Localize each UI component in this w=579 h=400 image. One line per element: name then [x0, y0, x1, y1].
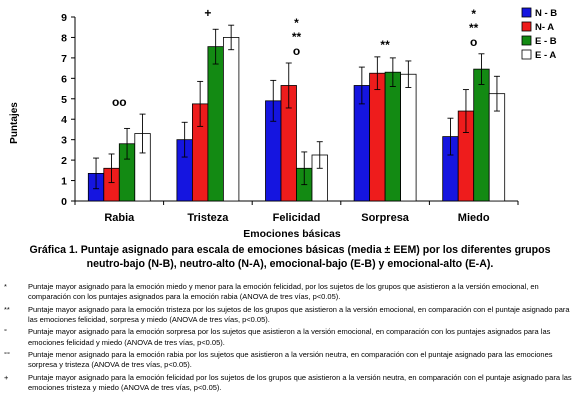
x-tick-label: Miedo: [458, 212, 490, 224]
footnote-text: Puntaje mayor asignado para la emoción s…: [28, 327, 551, 347]
bar: [473, 68, 490, 202]
legend-swatch: [521, 49, 532, 60]
footnote-symbol: *: [4, 282, 7, 291]
bar: [222, 37, 240, 202]
y-tick-label: 5: [61, 94, 67, 106]
x-axis-label: Emociones básicas: [243, 228, 341, 240]
legend-label: N - B: [535, 8, 557, 19]
y-tick-label: 1: [61, 176, 67, 188]
bar: [384, 71, 402, 202]
footnote-text: Puntaje mayor asignado para la emoción f…: [28, 372, 572, 393]
bar: [400, 73, 417, 202]
significance-marker: *: [294, 16, 299, 30]
x-tick-label: Sorpresa: [361, 212, 410, 224]
y-axis-label: Puntajes: [9, 102, 20, 144]
footnote-text: Puntaje mayor asignado para la emoción t…: [28, 304, 570, 324]
x-tick-label: Tristeza: [187, 212, 229, 224]
y-tick-label: 4: [61, 114, 67, 126]
legend-label: E - B: [535, 36, 557, 47]
y-tick-label: 7: [61, 53, 67, 65]
bar-chart: 0 1 2 3 4 5 6 7 8 9 Rabia Tristeza Felicidad Sorpresa…: [9, 6, 557, 240]
x-tick-label: Felicidad: [273, 212, 321, 224]
footnote-symbol: °: [4, 327, 7, 337]
y-tick-label: 2: [61, 155, 67, 167]
y-tick-label: 9: [61, 12, 67, 24]
significance-marker: **: [380, 38, 390, 52]
footnotes: * Puntaje mayor asignado para la emoción…: [4, 282, 572, 396]
footnote-symbol: °°: [4, 350, 10, 360]
legend-label: E - A: [535, 50, 556, 61]
significance-marker: o: [470, 35, 477, 49]
legend-label: N- A: [535, 22, 554, 33]
chart-annotations: oo+***o *****o: [112, 6, 479, 109]
y-tick-label: 3: [61, 135, 67, 147]
significance-marker: oo: [112, 95, 127, 109]
footnote-text: Puntaje menor asignado para la emoción r…: [28, 350, 553, 370]
significance-marker: **: [292, 30, 302, 44]
footnote: + Puntaje mayor asignado para la emoción…: [4, 373, 572, 393]
significance-marker: **: [469, 21, 479, 35]
footnote: * Puntaje mayor asignado para la emoción…: [4, 282, 572, 302]
footnote: ° Puntaje mayor asignado para la emoción…: [4, 327, 572, 347]
chart-bars: [87, 24, 506, 202]
legend-swatch: [521, 7, 532, 18]
bar: [369, 72, 386, 202]
y-tick-label: 8: [61, 32, 67, 44]
chart-axes: 0 1 2 3 4 5 6 7 8 9 Rabia Tristeza Felicidad Sorpresa…: [61, 12, 519, 224]
significance-marker: o: [293, 44, 300, 58]
footnote: ** Puntaje mayor asignado para la emoció…: [4, 305, 572, 325]
bar: [207, 46, 224, 202]
footnote-symbol: **: [4, 304, 10, 314]
legend-swatch: [521, 35, 532, 46]
y-tick-label: 0: [61, 196, 67, 208]
significance-marker: *: [471, 7, 476, 21]
footnote: °° Puntaje menor asignado para la emoció…: [4, 350, 572, 370]
x-tick-label: Rabia: [104, 212, 135, 224]
significance-marker: +: [204, 6, 211, 20]
chart-legend: N - B N- A E - B E - A: [521, 7, 557, 61]
footnote-text: Puntaje mayor asignado para la emoción m…: [28, 282, 539, 302]
y-tick-label: 6: [61, 73, 67, 85]
footnote-symbol: +: [4, 372, 9, 382]
legend-swatch: [521, 21, 532, 32]
figure-caption: Gráfica 1. Puntaje asignado para escala …: [29, 244, 551, 270]
